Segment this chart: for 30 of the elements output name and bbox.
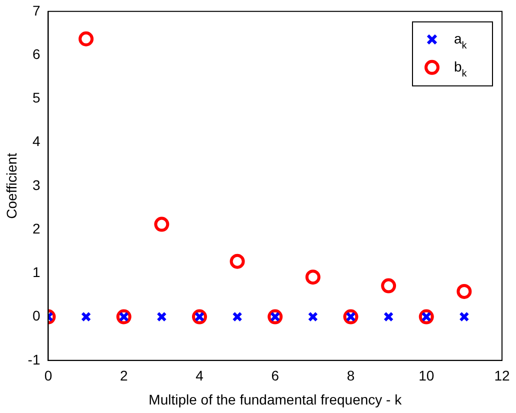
y-tick-label: 1 (32, 264, 40, 280)
point (232, 312, 242, 322)
y-tick-label: 6 (32, 46, 40, 62)
point (384, 312, 394, 322)
y-axis-title: Coefficient (3, 152, 20, 219)
y-tick-label: 4 (32, 133, 40, 150)
y-tick-label: 0 (32, 308, 40, 324)
x-tick-label: 8 (346, 368, 355, 384)
y-tick-label: -1 (28, 351, 40, 368)
x-tick-label: 0 (44, 368, 52, 384)
point (308, 312, 318, 322)
point (456, 284, 472, 299)
point (156, 312, 167, 322)
point (305, 270, 320, 285)
y-tick-label: 5 (32, 90, 40, 106)
point (381, 278, 396, 294)
x-axis-title: Multiple of the fundamental frequency - k (148, 391, 403, 408)
y-tick-label: 7 (32, 2, 40, 18)
y-tick-label: 2 (32, 220, 40, 236)
point (154, 216, 170, 232)
x-tick-label: 2 (120, 368, 128, 384)
point (459, 312, 470, 322)
point (230, 254, 245, 269)
x-tick-label: 6 (271, 368, 280, 384)
x-tick-label: 12 (494, 368, 510, 384)
point (81, 312, 92, 322)
y-tick-label: 3 (32, 176, 40, 193)
x-tick-label: 4 (196, 368, 204, 384)
x-tick-label: 10 (418, 368, 434, 384)
point (78, 31, 94, 46)
